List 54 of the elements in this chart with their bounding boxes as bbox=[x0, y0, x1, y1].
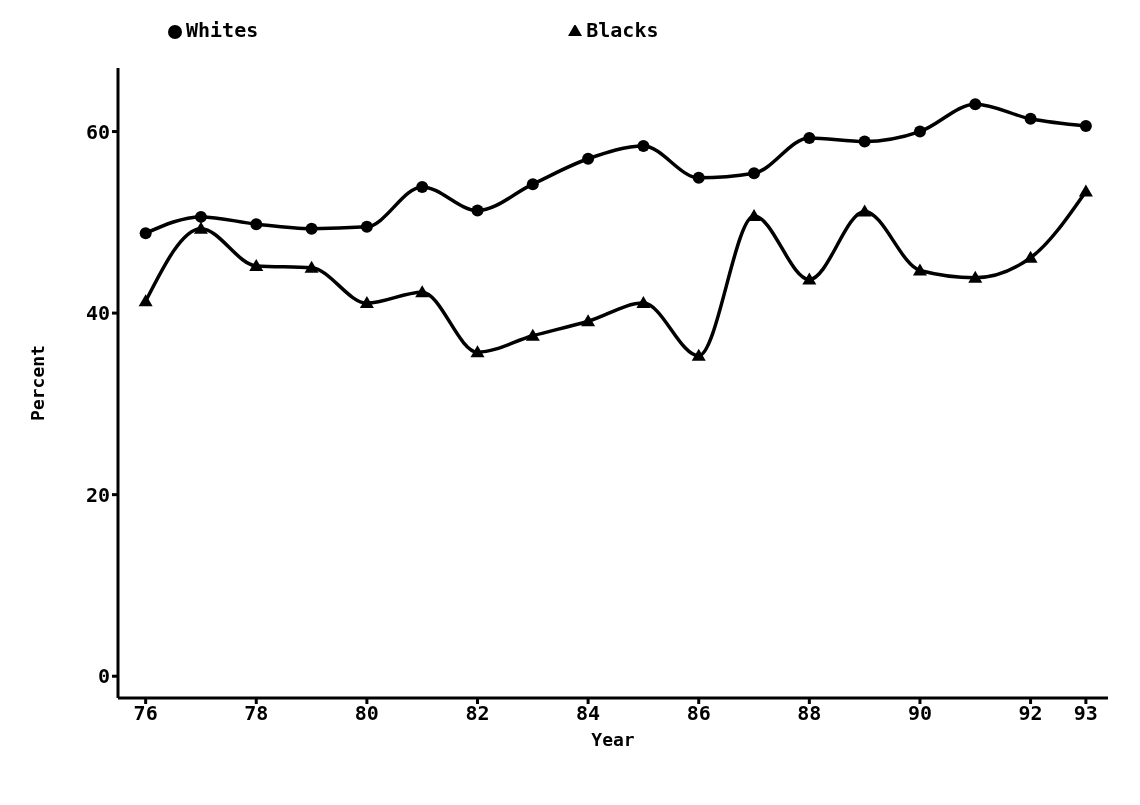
point bbox=[416, 180, 429, 193]
x-tick-label: 93 bbox=[1073, 701, 1098, 726]
point bbox=[582, 152, 595, 165]
y-tick-label: 0 bbox=[97, 664, 110, 689]
point bbox=[305, 222, 318, 235]
point bbox=[968, 270, 983, 283]
point bbox=[415, 285, 430, 298]
point bbox=[691, 348, 706, 361]
point bbox=[1079, 120, 1092, 133]
x-tick-label: 78 bbox=[244, 701, 269, 726]
x-tick-label: 92 bbox=[1018, 701, 1043, 726]
y-tick-label: 60 bbox=[85, 119, 110, 144]
point bbox=[858, 135, 871, 148]
point bbox=[802, 272, 817, 285]
x-tick-label: 80 bbox=[354, 701, 379, 726]
x-tick-label: 86 bbox=[686, 701, 711, 726]
point bbox=[1023, 250, 1038, 263]
point bbox=[581, 314, 596, 327]
x-tick-label: 90 bbox=[907, 701, 932, 726]
x-tick-label: 84 bbox=[576, 701, 601, 726]
point bbox=[526, 178, 539, 191]
point bbox=[359, 296, 374, 309]
point bbox=[637, 140, 650, 153]
x-tick-label: 76 bbox=[133, 701, 158, 726]
point bbox=[912, 263, 927, 276]
point bbox=[525, 328, 540, 341]
y-axis-title: Percent bbox=[27, 345, 49, 421]
point bbox=[747, 208, 762, 221]
legend-label: Whites bbox=[186, 18, 259, 42]
point bbox=[193, 221, 208, 234]
point bbox=[470, 345, 485, 358]
point bbox=[194, 210, 207, 223]
point bbox=[360, 220, 373, 233]
point bbox=[1078, 184, 1093, 197]
y-tick-label: 40 bbox=[85, 301, 110, 326]
point bbox=[138, 294, 153, 307]
point bbox=[692, 171, 705, 184]
point bbox=[249, 258, 264, 271]
y-tick-label: 20 bbox=[85, 482, 110, 507]
point bbox=[969, 98, 982, 111]
point bbox=[471, 204, 484, 217]
point bbox=[636, 296, 651, 309]
x-tick-label: 88 bbox=[797, 701, 822, 726]
point bbox=[857, 204, 872, 217]
point bbox=[139, 227, 152, 240]
legend-label: Blacks bbox=[586, 18, 659, 42]
x-tick-label: 82 bbox=[465, 701, 490, 726]
x-axis-title: Year bbox=[591, 729, 635, 750]
point bbox=[304, 260, 319, 273]
point bbox=[803, 131, 816, 144]
point bbox=[250, 218, 263, 231]
point bbox=[913, 125, 926, 138]
point bbox=[1024, 112, 1037, 125]
point bbox=[748, 167, 761, 180]
